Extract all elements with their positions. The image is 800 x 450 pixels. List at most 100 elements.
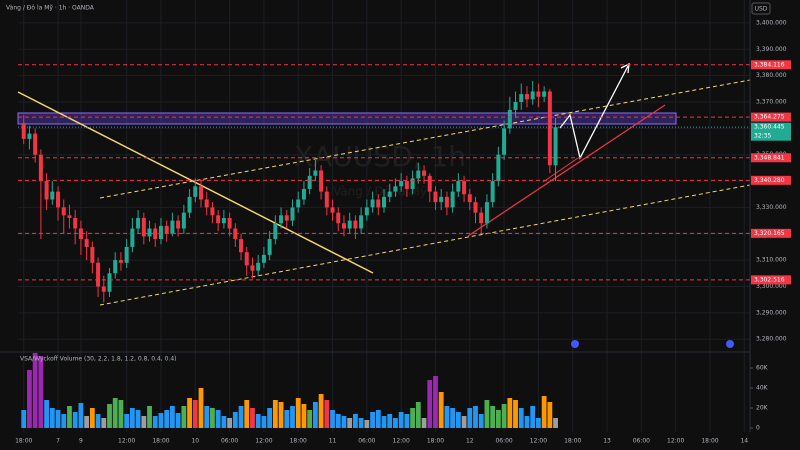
volume-bar [427,380,433,428]
y-tick-label: 20K [756,405,769,412]
candle-body [330,207,335,213]
support-line [467,104,666,237]
candle-body [256,262,261,271]
volume-bar [478,414,484,428]
event-icon[interactable] [571,340,579,348]
candle-body [484,202,489,224]
volume-bar [444,406,450,428]
volume-bar [410,408,415,428]
volume-bar [553,418,558,428]
candle-body [130,228,135,247]
current-price: 3,360.445 [754,124,785,131]
candle-body [198,186,204,200]
volume-bar [353,414,358,428]
volume-bar [164,410,170,428]
volume-bar [44,400,49,428]
volume-bar [38,356,44,428]
event-icon[interactable] [726,340,734,348]
candle-body [244,252,249,266]
volume-bar [290,406,295,428]
candle-body [319,170,324,192]
y-tick-label: 3,380.000 [756,72,787,79]
x-tick-label: 06:00 [633,438,650,445]
candle-body [393,186,398,192]
candle-body [336,212,341,224]
volume-bar [244,400,250,428]
level-label: 3,302.516 [754,276,785,283]
volume-bar [232,412,238,428]
candle-body [170,220,175,234]
y-tick-label: 3,390.000 [756,46,787,53]
candle-body [279,215,284,224]
volume-bar [84,416,90,428]
candle-body [118,260,123,263]
x-tick-label: 12:00 [667,438,684,445]
volume-bar [175,413,181,428]
volume-bar [272,400,278,428]
volume-bar [307,410,313,428]
volume-bar [135,410,141,428]
candle-body [404,181,409,189]
volume-bar [187,398,192,428]
arrow-head [620,62,630,74]
candle-body [27,133,32,139]
candle-body [427,175,432,192]
candle-body [313,170,318,176]
level-label-box [751,228,791,238]
supply-zone [17,112,677,125]
volume-bar [318,394,324,428]
volume-bar [27,370,32,428]
candle-body [542,91,547,97]
candle-body [61,207,66,216]
volume-bar [433,376,438,428]
y-tick-label: 3,400.000 [756,19,787,26]
volume-bar [295,398,301,428]
volume-bar [490,406,496,428]
volume-bar [387,414,393,428]
volume-bar [107,404,112,428]
x-tick-label: 18:00 [427,438,444,445]
symbol-line: Vàng / Đô la Mỹ · 1h · OANDA [6,5,95,12]
candle-body [376,199,381,208]
candle-body [410,178,415,189]
volume-bar [141,416,147,428]
x-tick-label: 06:00 [221,438,238,445]
volume-bar [501,404,507,428]
currency-box[interactable] [751,2,771,15]
candle-body [90,246,95,263]
candle-body [124,246,129,263]
candle-body [324,191,329,208]
volume-bar [210,408,215,428]
volume-bar [118,400,124,428]
volume-bar [518,408,524,428]
volume-bar [301,404,307,428]
volume-bar [530,406,536,428]
candle-body [370,199,375,208]
volume-bar [370,412,375,428]
candle-body [204,199,209,208]
candle-body [187,196,192,213]
channel-lower [99,184,751,306]
support-line [542,157,579,183]
candle-body [547,91,552,166]
level-label-box [751,175,791,185]
volume-bar [547,402,553,428]
volume-bar [261,416,267,428]
candle-body [250,265,255,271]
volume-bar [524,416,530,428]
volume-bar [192,400,198,428]
x-tick-label: 13 [603,438,611,445]
y-tick-label: 3,370.000 [756,98,787,105]
candle-body [210,207,215,216]
candle-body [479,212,484,224]
volume-bar [147,406,152,428]
candle-body [444,196,449,208]
watermark-symbol: XAUUSD, 1h [294,140,466,173]
volume-bar [324,400,330,428]
volume-bar [181,406,187,428]
candle-body [307,175,312,189]
level-label: 3,340.280 [754,177,785,184]
x-tick-label: 12:00 [393,438,410,445]
